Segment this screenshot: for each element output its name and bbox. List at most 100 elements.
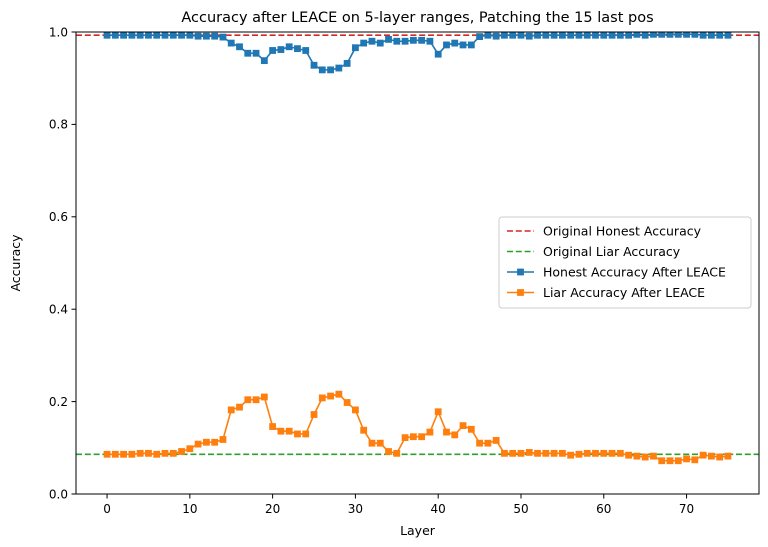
y-tick-label: 1.0	[49, 25, 68, 39]
data-point-liar	[418, 433, 426, 441]
data-point-honest	[451, 39, 459, 47]
data-point-liar	[236, 403, 243, 411]
data-point-honest	[260, 57, 268, 65]
data-point-honest	[724, 32, 732, 39]
data-point-honest	[409, 36, 417, 44]
legend-label-liar-after-leace: Liar Accuracy After LEACE	[543, 285, 705, 300]
data-point-liar	[318, 394, 326, 402]
data-point-honest	[434, 50, 442, 58]
x-axis-label: Layer	[400, 523, 436, 538]
data-point-honest	[418, 36, 426, 44]
data-point-honest	[120, 32, 127, 39]
data-point-liar	[219, 436, 227, 443]
data-point-liar	[352, 406, 359, 414]
data-point-liar	[492, 437, 500, 444]
data-point-liar	[169, 449, 177, 457]
x-tick-label: 30	[348, 502, 363, 516]
data-point-liar	[244, 396, 252, 404]
plot-area	[76, 32, 759, 465]
data-point-liar	[517, 449, 525, 457]
data-point-honest	[393, 37, 401, 45]
data-point-honest	[244, 49, 252, 57]
data-point-honest	[476, 33, 483, 41]
data-point-honest	[401, 37, 409, 45]
axes: 0 10 20 30 40 50 60 70 0.0 0.2 0.4 0.6 0.8 1.0	[49, 25, 760, 516]
data-point-honest	[492, 32, 500, 40]
data-point-liar	[467, 425, 475, 433]
data-point-liar	[616, 449, 624, 457]
x-tick-label: 40	[431, 502, 446, 516]
data-point-liar	[360, 426, 368, 434]
data-point-honest	[525, 32, 533, 40]
data-point-liar	[625, 451, 633, 459]
data-point-honest	[360, 39, 368, 47]
data-point-honest	[641, 32, 649, 39]
legend-label-original-honest: Original Honest Accuracy	[543, 224, 702, 239]
data-point-honest	[534, 32, 541, 39]
data-point-honest	[376, 39, 384, 47]
data-point-honest	[484, 32, 492, 39]
data-point-honest	[335, 64, 343, 72]
data-point-honest	[583, 32, 591, 39]
data-point-liar	[260, 393, 268, 401]
data-point-honest	[277, 46, 285, 53]
data-point-honest	[294, 45, 301, 53]
data-point-honest	[443, 41, 450, 49]
x-tick-label: 70	[679, 502, 694, 516]
x-tick-label: 50	[513, 502, 528, 516]
x-tick-label: 60	[596, 502, 611, 516]
y-tick-label: 0.4	[49, 303, 68, 317]
data-point-honest	[616, 32, 624, 39]
y-tick-label: 0.8	[49, 118, 68, 132]
y-tick-label: 0.2	[49, 395, 68, 409]
data-point-honest	[236, 43, 243, 51]
data-point-honest	[128, 32, 136, 39]
data-point-liar	[409, 433, 417, 441]
data-point-liar	[294, 430, 301, 438]
data-point-honest	[169, 32, 177, 39]
data-point-liar	[658, 457, 666, 465]
data-point-honest	[269, 47, 277, 54]
data-point-liar	[699, 451, 707, 459]
data-point-liar	[120, 450, 127, 458]
data-point-honest	[153, 32, 161, 39]
data-point-honest	[219, 33, 227, 41]
data-point-liar	[484, 439, 492, 447]
data-point-honest	[302, 47, 310, 54]
data-point-liar	[666, 457, 674, 465]
data-point-honest	[517, 32, 525, 39]
data-point-liar	[451, 431, 459, 439]
data-point-liar	[708, 452, 715, 460]
data-point-liar	[343, 399, 351, 406]
data-point-liar	[509, 449, 517, 457]
y-tick-label: 0.0	[49, 487, 68, 501]
data-point-honest	[103, 32, 111, 39]
data-point-honest	[509, 32, 517, 39]
data-point-liar	[724, 452, 732, 460]
data-point-honest	[368, 37, 376, 45]
data-point-liar	[501, 449, 508, 457]
data-point-liar	[368, 439, 376, 447]
data-point-liar	[227, 406, 235, 414]
data-point-liar	[310, 411, 318, 418]
data-point-honest	[327, 66, 334, 74]
data-point-honest	[202, 32, 210, 40]
data-point-liar	[641, 453, 649, 461]
data-point-honest	[716, 32, 724, 39]
data-point-liar	[277, 427, 285, 435]
data-point-liar	[443, 428, 450, 436]
data-point-liar	[202, 438, 210, 446]
data-point-honest	[252, 49, 260, 57]
data-point-liar	[136, 449, 144, 457]
data-point-liar	[335, 390, 343, 398]
data-point-liar	[716, 453, 724, 461]
data-point-liar	[650, 452, 657, 460]
data-point-liar	[285, 427, 293, 435]
data-point-liar	[426, 428, 434, 436]
data-point-honest	[542, 32, 550, 39]
data-point-liar	[534, 449, 541, 457]
data-point-liar	[376, 439, 384, 447]
series-line-liar	[107, 393, 729, 462]
data-point-honest	[145, 32, 152, 39]
data-point-honest	[501, 32, 508, 39]
